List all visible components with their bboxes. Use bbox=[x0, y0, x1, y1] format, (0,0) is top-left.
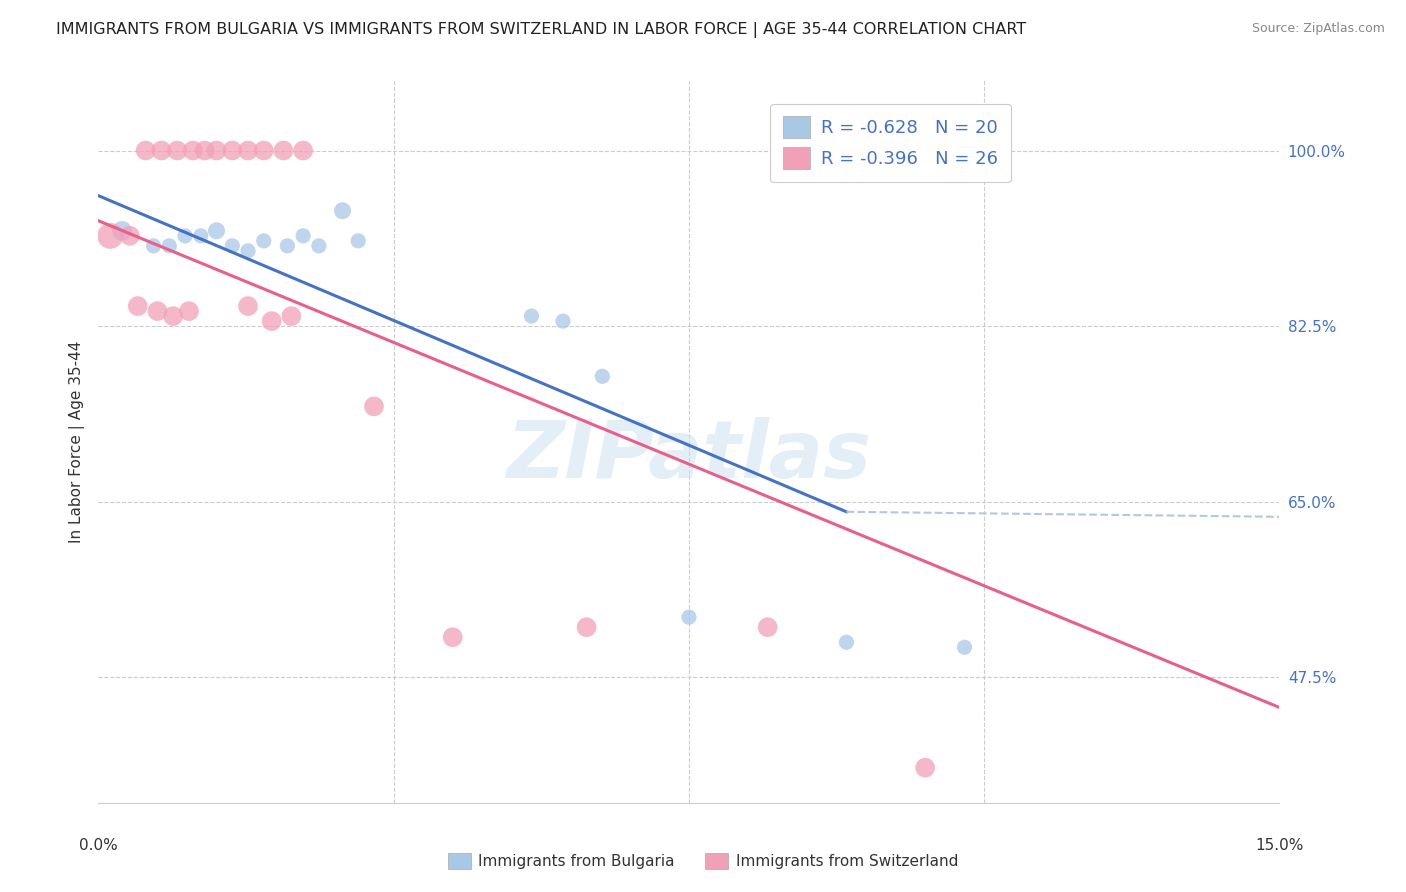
Text: ZIPatlas: ZIPatlas bbox=[506, 417, 872, 495]
Point bbox=[142, 239, 165, 253]
Text: 0.0%: 0.0% bbox=[79, 838, 118, 853]
Point bbox=[292, 228, 315, 243]
Text: Source: ZipAtlas.com: Source: ZipAtlas.com bbox=[1251, 22, 1385, 36]
Point bbox=[253, 144, 276, 158]
Point bbox=[146, 304, 169, 318]
Point bbox=[205, 224, 228, 238]
Point bbox=[441, 630, 464, 644]
Point bbox=[174, 228, 197, 243]
Point bbox=[276, 239, 298, 253]
Point bbox=[332, 203, 354, 218]
Point bbox=[236, 244, 259, 258]
Point bbox=[953, 640, 976, 655]
Point bbox=[166, 144, 188, 158]
Point bbox=[273, 144, 295, 158]
Point bbox=[194, 144, 217, 158]
Point bbox=[591, 369, 613, 384]
Point bbox=[756, 620, 779, 634]
Legend: R = -0.628   N = 20, R = -0.396   N = 26: R = -0.628 N = 20, R = -0.396 N = 26 bbox=[770, 103, 1011, 182]
Point bbox=[205, 144, 228, 158]
Point bbox=[150, 144, 173, 158]
Point bbox=[190, 228, 212, 243]
Point bbox=[127, 299, 149, 313]
Point bbox=[177, 304, 200, 318]
Point bbox=[914, 761, 936, 775]
Point bbox=[205, 856, 228, 871]
Point bbox=[520, 309, 543, 323]
Point bbox=[551, 314, 574, 328]
Point bbox=[98, 228, 121, 243]
Point bbox=[260, 314, 283, 328]
Point bbox=[111, 224, 134, 238]
Point bbox=[308, 239, 330, 253]
Point bbox=[678, 610, 700, 624]
Point bbox=[181, 144, 204, 158]
Point bbox=[118, 228, 141, 243]
Text: IMMIGRANTS FROM BULGARIA VS IMMIGRANTS FROM SWITZERLAND IN LABOR FORCE | AGE 35-: IMMIGRANTS FROM BULGARIA VS IMMIGRANTS F… bbox=[56, 22, 1026, 38]
Point bbox=[253, 234, 276, 248]
Text: 15.0%: 15.0% bbox=[1256, 838, 1303, 853]
Point bbox=[292, 144, 315, 158]
Y-axis label: In Labor Force | Age 35-44: In Labor Force | Age 35-44 bbox=[69, 341, 84, 542]
Point bbox=[236, 144, 259, 158]
Point bbox=[221, 144, 243, 158]
Point bbox=[280, 309, 302, 323]
Point bbox=[221, 239, 243, 253]
Point bbox=[162, 309, 184, 323]
Point bbox=[157, 239, 180, 253]
Point bbox=[363, 400, 385, 414]
Point bbox=[575, 620, 598, 634]
Point bbox=[835, 635, 858, 649]
Point bbox=[135, 144, 157, 158]
Point bbox=[236, 299, 259, 313]
Point bbox=[347, 234, 370, 248]
Legend: Immigrants from Bulgaria, Immigrants from Switzerland: Immigrants from Bulgaria, Immigrants fro… bbox=[441, 847, 965, 875]
